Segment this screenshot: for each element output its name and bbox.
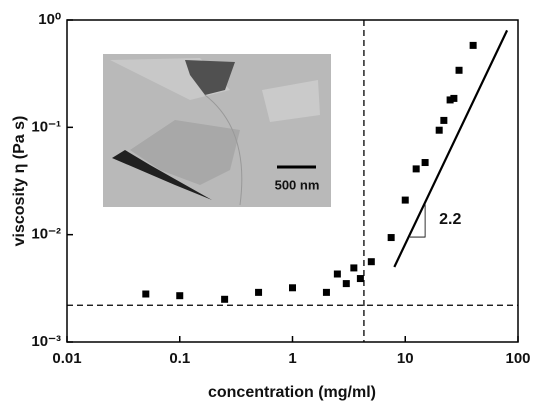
y-axis-label: viscosity η (Pa s) [11, 116, 28, 247]
data-point [343, 280, 350, 287]
scale-bar-label: 500 nm [275, 177, 320, 192]
x-tick-label: 100 [505, 350, 530, 367]
data-point [255, 289, 262, 296]
x-tick-label: 10 [397, 350, 414, 367]
fit-line [394, 30, 507, 267]
data-point [402, 197, 409, 204]
data-point [289, 284, 296, 291]
slope-label: 2.2 [439, 211, 461, 228]
data-point [323, 289, 330, 296]
y-tick-label: 10⁻³ [31, 333, 61, 350]
x-tick-label: 0.1 [169, 350, 190, 367]
data-point [436, 127, 443, 134]
y-tick-label: 10⁰ [38, 11, 61, 28]
x-tick-label: 1 [288, 350, 296, 367]
data-point [357, 275, 364, 282]
data-point [142, 291, 149, 298]
data-point [388, 234, 395, 241]
data-point [176, 292, 183, 299]
y-tick-label: 10⁻² [31, 226, 61, 243]
data-point [456, 67, 463, 74]
data-point [334, 271, 341, 278]
data-point [422, 159, 429, 166]
data-point [470, 42, 477, 49]
data-point [368, 258, 375, 265]
y-tick-label: 10⁻¹ [31, 118, 61, 135]
x-axis-label: concentration (mg/ml) [208, 384, 376, 401]
data-point [413, 165, 420, 172]
chart: concentration (mg/ml) viscosity η (Pa s)… [0, 0, 536, 406]
data-point [350, 264, 357, 271]
data-point [450, 95, 457, 102]
data-point [221, 296, 228, 303]
data-point [440, 117, 447, 124]
x-tick-label: 0.01 [52, 350, 81, 367]
